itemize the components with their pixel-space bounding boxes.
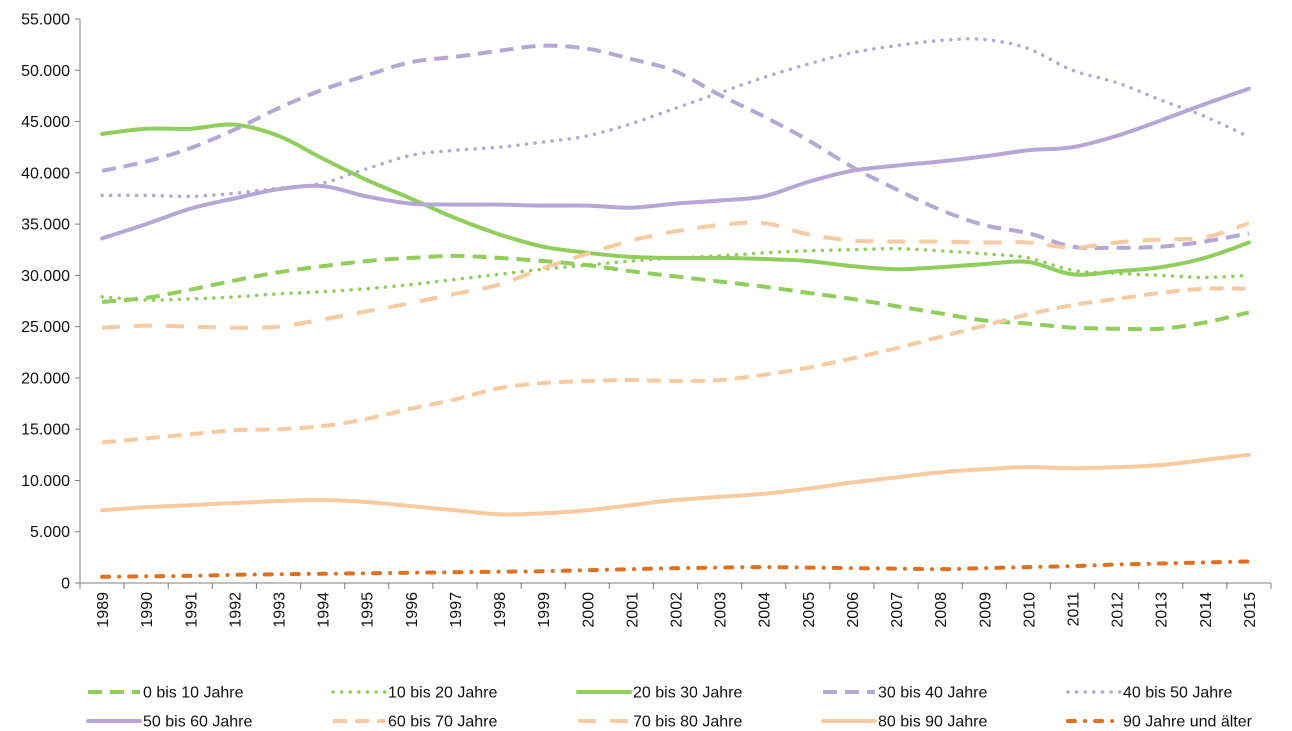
y-tick-label: 35.000 [21,217,70,234]
x-tick-label: 1993 [272,592,289,628]
x-tick-label: 2002 [669,592,686,628]
x-tick-label: 1991 [183,592,200,628]
legend: 0 bis 10 Jahre 10 bis 20 Jahre 20 bis 30 J… [86,685,1253,731]
x-tick-label: 2000 [580,592,597,628]
series-line-70-bis-80-jahre [101,220,1250,330]
y-tick-label: 55.000 [21,12,70,29]
series-line-80-bis-90-jahre [100,452,1251,517]
legend-label-60-bis-70-jahre: 60 bis 70 Jahre [388,714,498,731]
legend-label-20-bis-30-jahre: 20 bis 30 Jahre [633,685,743,702]
x-tick-label: 2011 [1066,592,1083,627]
legend-label-40-bis-50-jahre: 40 bis 50 Jahre [1123,685,1233,702]
x-tick-label: 1997 [448,592,465,628]
y-tick-label: 0 [61,576,70,593]
legend-label-10-bis-20-jahre: 10 bis 20 Jahre [388,685,498,702]
legend-label-80-bis-90-jahre: 80 bis 90 Jahre [878,714,988,731]
y-tick-label: 10.000 [21,473,70,490]
legend-label-90-jahre-und-aelter: 90 Jahre und älter [1123,714,1253,731]
x-tick-label: 2015 [1242,592,1259,628]
x-tick-label: 2012 [1110,592,1127,628]
y-tick-label: 45.000 [21,114,70,131]
series-line-0-bis-10-jahre [101,253,1250,332]
x-tick-label: 1996 [404,592,421,628]
series-line-60-bis-70-jahre [101,286,1249,445]
series-line-30-bis-40-jahre [101,43,1250,251]
x-tick-label: 2009 [977,592,994,628]
series-line-50-bis-60-jahre [100,86,1251,241]
series-line-20-bis-30-jahre [100,122,1251,277]
x-tick-label: 1990 [139,592,156,628]
x-tick-label: 1999 [536,592,553,628]
x-tick-label: 2004 [757,592,774,628]
x-tick-label: 2005 [801,592,818,628]
legend-label-50-bis-60-jahre: 50 bis 60 Jahre [143,714,253,731]
series-line-90-jahre-und-aelter [100,559,1251,579]
y-tick-label: 50.000 [21,63,70,80]
x-tick-label: 2013 [1154,592,1171,628]
y-tick-label: 25.000 [21,319,70,336]
x-tick-label: 2003 [713,592,730,628]
x-tick-label: 1995 [360,592,377,628]
legend-label-70-bis-80-jahre: 70 bis 80 Jahre [633,714,743,731]
legend-label-30-bis-40-jahre: 30 bis 40 Jahre [878,685,988,702]
x-tick-label: 2001 [624,592,641,628]
x-tick-label: 2014 [1198,592,1215,628]
x-tick-label: 2010 [1021,592,1038,628]
x-tick-label: 2007 [889,592,906,628]
x-tick-label: 1992 [227,592,244,628]
x-tick-label: 1994 [316,592,333,628]
y-tick-label: 30.000 [21,268,70,285]
y-tick-label: 15.000 [21,422,70,439]
x-tick-label: 2006 [845,592,862,628]
x-tick-label: 1989 [95,592,112,628]
x-tick-label: 1998 [492,592,509,628]
series-line-40-bis-50-jahre [100,37,1251,199]
axes: 0 5.000 10.000 15.000 20.000 25.000 30.000 35.0… [21,12,1272,628]
y-tick-label: 40.000 [21,165,70,182]
x-tick-label: 2008 [933,592,950,628]
legend-label-0-bis-10-jahre: 0 bis 10 Jahre [143,685,244,702]
series-lines [100,37,1251,579]
y-tick-label: 5.000 [30,524,70,541]
y-tick-label: 20.000 [21,370,70,387]
